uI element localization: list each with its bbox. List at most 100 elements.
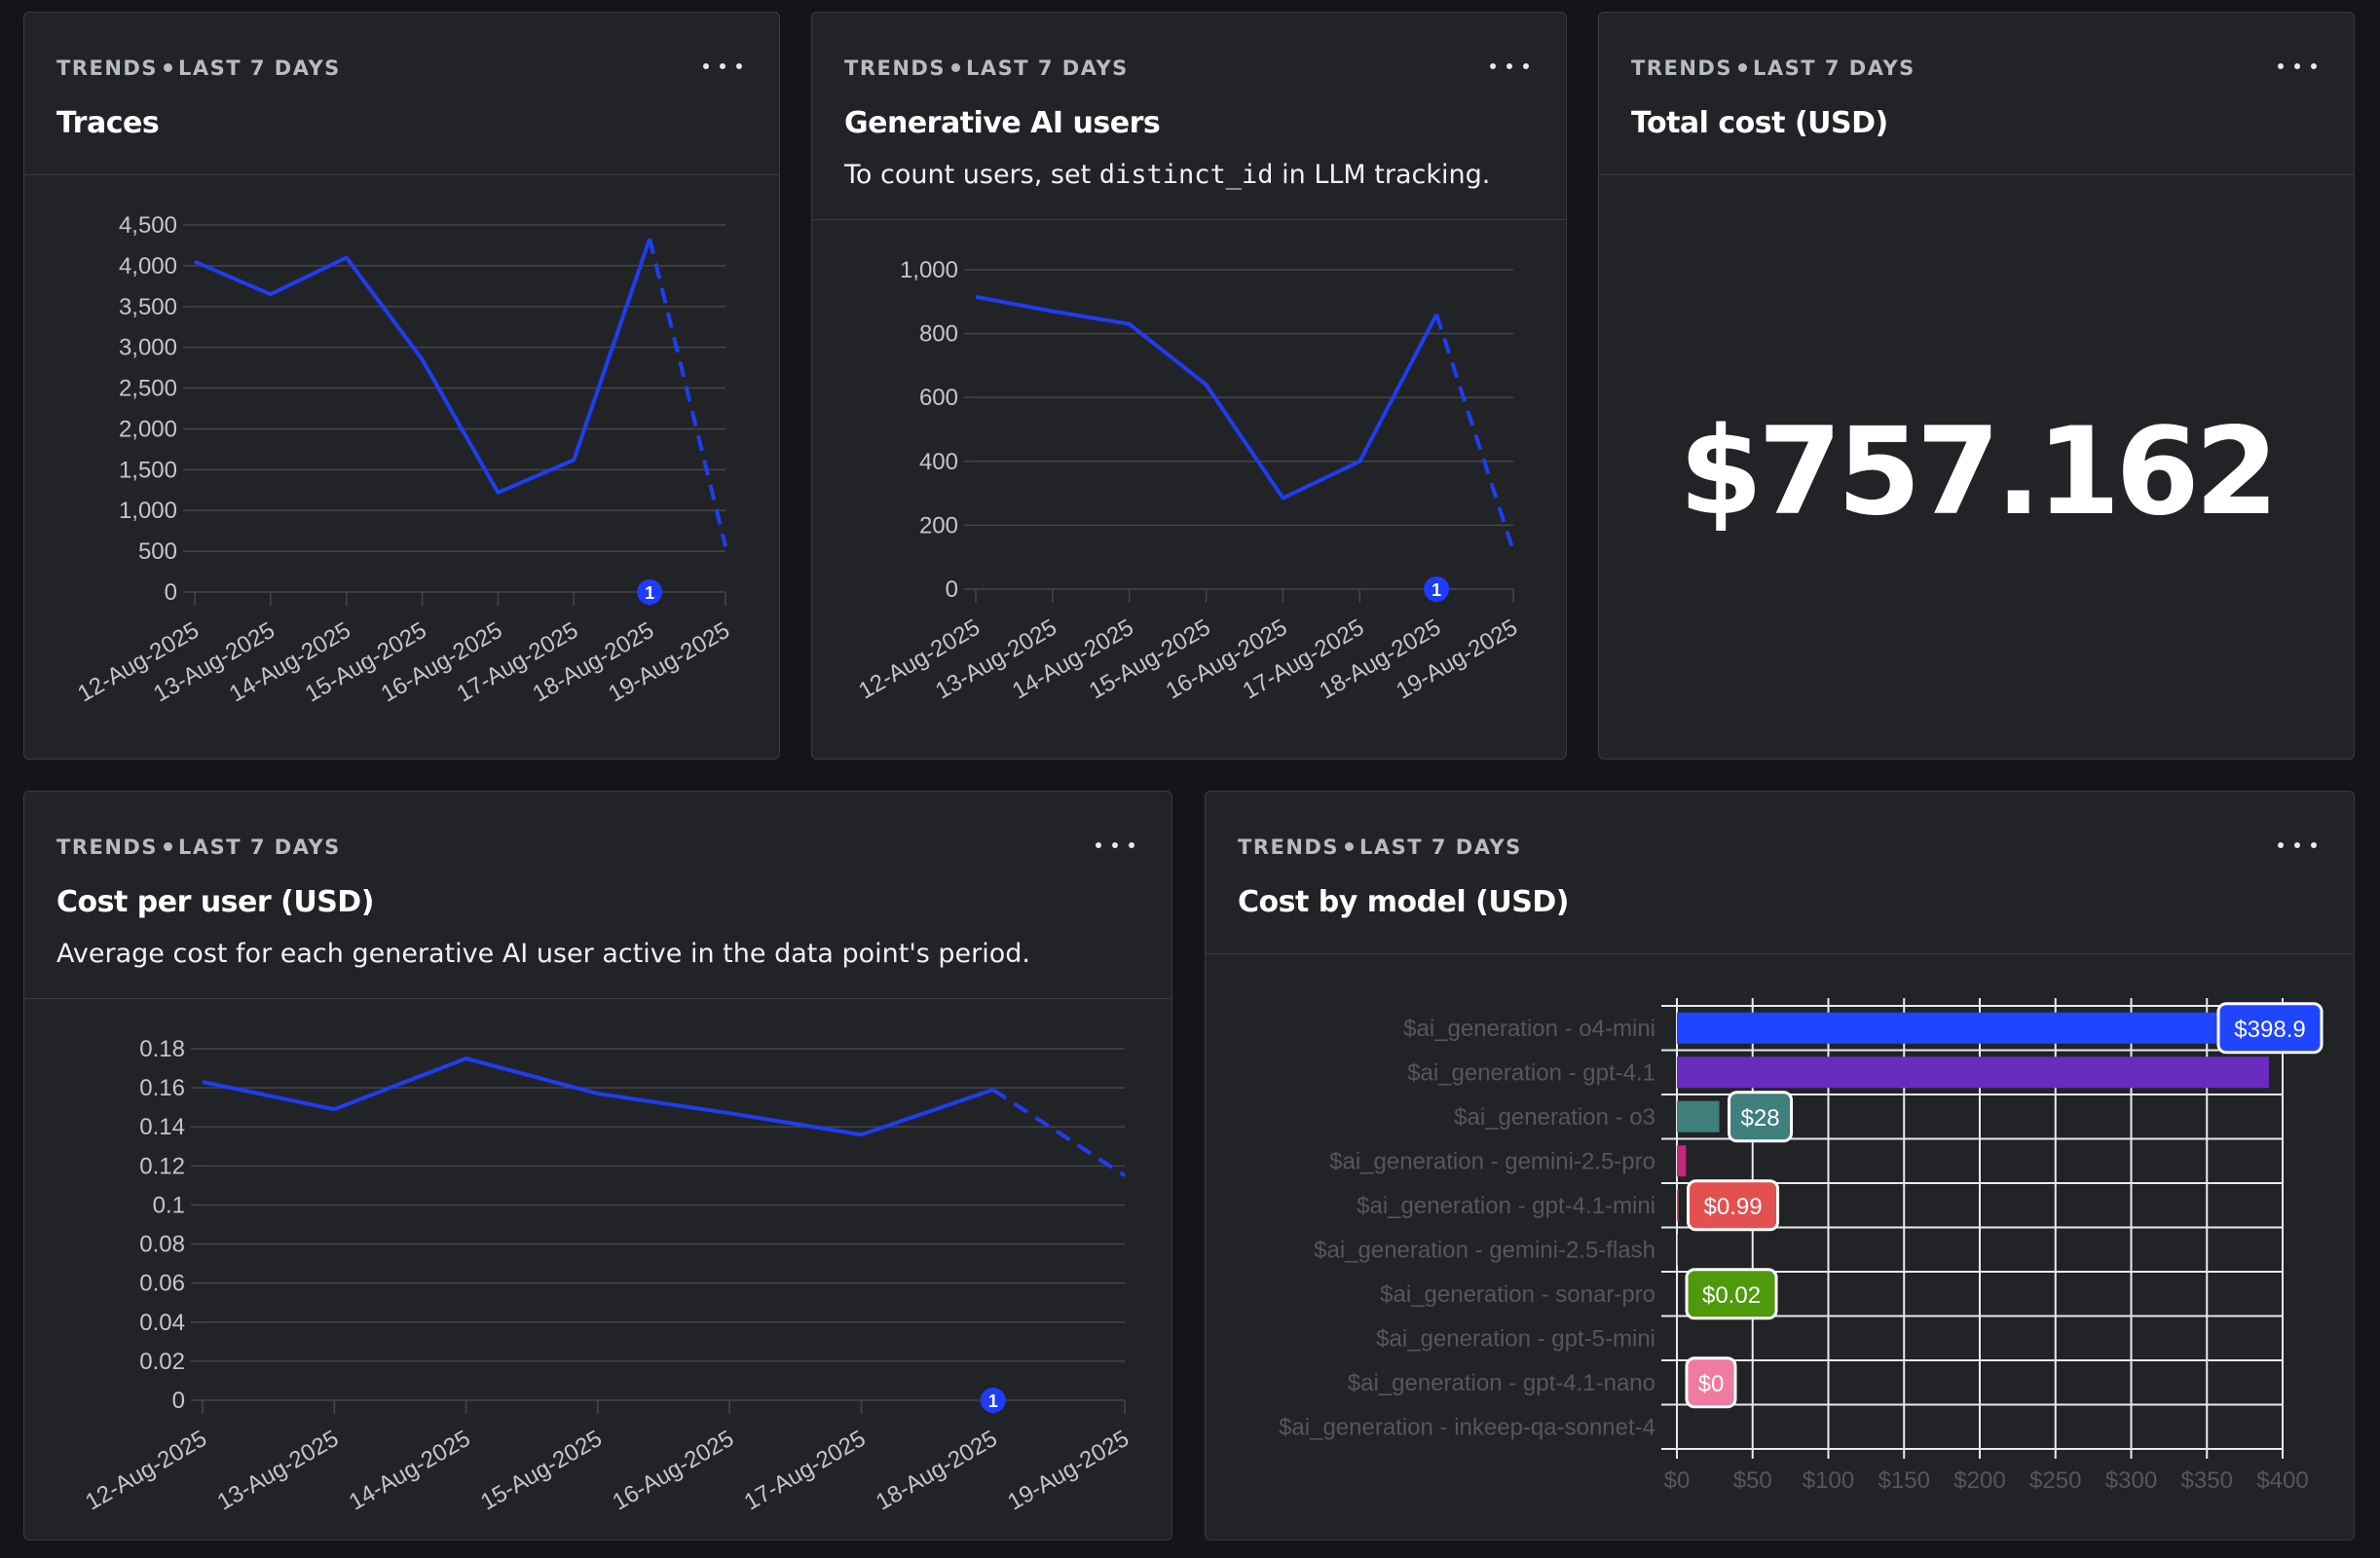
series-line-incomplete xyxy=(648,238,727,547)
cost-per-user-line-chart[interactable]: 0 0.02 0.04 0.06 0.08 0.1 0.12 0.14 0.16 0.18 12-A… xyxy=(24,792,1172,1540)
value-label-badge xyxy=(1687,1179,1780,1232)
bullet-dot-icon xyxy=(1344,842,1354,851)
category-label: $ai_generation - gemini-2.5-flash xyxy=(1314,1237,1655,1263)
y-tick-label: 3,500 xyxy=(119,294,177,320)
bar xyxy=(1677,1100,1720,1132)
value-label-badge xyxy=(1685,1356,1737,1409)
x-tick-label: $150 xyxy=(1878,1467,1930,1494)
value-label-badge xyxy=(1728,1091,1794,1143)
annotation-marker[interactable] xyxy=(1424,576,1450,602)
bar xyxy=(1677,1057,2270,1089)
x-tick-label: 17-Aug-2025 xyxy=(740,1426,871,1516)
card-title: Total cost (USD) xyxy=(1631,106,1888,140)
card-eyebrow: TRENDS LAST 7 DAYS xyxy=(1238,835,1522,859)
bullet-dot-icon xyxy=(950,63,960,72)
y-tick-label: 400 xyxy=(919,449,958,475)
traces-card: TRENDS LAST 7 DAYS Traces 0 500 1,000 1,500 2… xyxy=(23,12,780,760)
users-line-chart[interactable]: 02004006008001,00012-Aug-202513-Aug-2025… xyxy=(812,13,1567,760)
category-label: $ai_generation - o4-mini xyxy=(1403,1016,1655,1042)
annotation-count: 1 xyxy=(1432,580,1441,600)
card-eyebrow: TRENDS LAST 7 DAYS xyxy=(56,56,341,80)
y-tick-label: 0.18 xyxy=(139,1036,185,1062)
traces-line-chart[interactable]: 0 500 1,000 1,500 2,000 2,500 3,000 3,500 4,000 4… xyxy=(24,13,780,760)
more-horizontal-icon[interactable] xyxy=(1096,838,1134,852)
value-label: $0.99 xyxy=(1704,1194,1763,1220)
card-eyebrow: TRENDS LAST 7 DAYS xyxy=(1631,56,1915,80)
generative-ai-users-card: TRENDS LAST 7 DAYS Generative AI users To… xyxy=(811,12,1567,760)
more-horizontal-icon[interactable] xyxy=(703,59,742,73)
x-tick-label: $50 xyxy=(1733,1467,1772,1494)
category-label: $ai_generation - gpt-5-mini xyxy=(1376,1325,1655,1352)
x-tick-label: 18-Aug-2025 xyxy=(872,1426,1002,1516)
y-tick-label: 0.14 xyxy=(139,1114,185,1140)
annotation-marker[interactable] xyxy=(980,1388,1006,1413)
category-label: $ai_generation - inkeep-qa-sonnet-4 xyxy=(1279,1414,1655,1440)
card-title: Traces xyxy=(56,106,160,140)
card-header: TRENDS LAST 7 DAYS Traces xyxy=(24,13,779,175)
card-header: TRENDS LAST 7 DAYS Cost by model (USD) xyxy=(1206,792,2354,954)
y-tick-label: 0.16 xyxy=(139,1075,185,1101)
x-tick-label: 19-Aug-2025 xyxy=(1003,1426,1134,1516)
y-tick-label: 0.08 xyxy=(139,1232,185,1258)
annotation-count: 1 xyxy=(645,583,654,603)
y-tick-label: 200 xyxy=(919,512,958,538)
more-horizontal-icon[interactable] xyxy=(2278,838,2317,852)
category-label: $ai_generation - gpt-4.1-mini xyxy=(1357,1193,1655,1219)
bar xyxy=(1677,1234,1678,1266)
card-title: Cost by model (USD) xyxy=(1238,885,1569,919)
series-line xyxy=(194,238,652,495)
annotation-marker[interactable] xyxy=(637,579,663,605)
y-tick-label: 4,000 xyxy=(119,253,177,279)
card-eyebrow: TRENDS LAST 7 DAYS xyxy=(56,835,341,859)
category-label: $ai_generation - gemini-2.5-pro xyxy=(1329,1148,1655,1174)
x-tick-label: 14-Aug-2025 xyxy=(345,1426,475,1516)
y-tick-label: 0.1 xyxy=(153,1192,185,1218)
series-line xyxy=(202,1057,994,1137)
y-tick-label: 2,500 xyxy=(119,376,177,402)
y-tick-label: 500 xyxy=(138,538,177,565)
more-horizontal-icon[interactable] xyxy=(1490,59,1529,73)
value-label-badge xyxy=(1685,1268,1778,1320)
card-title: Cost per user (USD) xyxy=(56,885,374,919)
card-subtitle: To count users, set distinct_id in LLM t… xyxy=(844,160,1491,190)
x-tick-label: 15-Aug-2025 xyxy=(476,1426,607,1516)
y-tick-label: 800 xyxy=(919,321,958,348)
card-header: TRENDS LAST 7 DAYS Total cost (USD) xyxy=(1599,13,2354,175)
series-line xyxy=(975,294,1438,501)
y-tick-label: 0.02 xyxy=(139,1349,185,1375)
total-cost-value: $757.162 xyxy=(1678,402,2279,542)
x-tick-label: 12-Aug-2025 xyxy=(81,1426,211,1516)
x-tick-label: 16-Aug-2025 xyxy=(608,1426,738,1516)
y-tick-label: 0 xyxy=(165,579,177,606)
card-subtitle: Average cost for each generative AI user… xyxy=(56,939,1030,969)
category-label: $ai_generation - o3 xyxy=(1454,1104,1655,1131)
bar xyxy=(1677,1145,1687,1177)
y-tick-label: 4,500 xyxy=(119,212,177,239)
bullet-dot-icon xyxy=(163,842,172,851)
y-tick-label: 1,000 xyxy=(900,257,958,283)
y-tick-label: 2,000 xyxy=(119,416,177,442)
x-tick-label: $400 xyxy=(2256,1467,2308,1494)
x-tick-label: $0 xyxy=(1664,1467,1691,1494)
total-cost-card: TRENDS LAST 7 DAYS Total cost (USD) $757.… xyxy=(1598,12,2355,760)
bullet-dot-icon xyxy=(1737,63,1747,72)
x-tick-label: $100 xyxy=(1803,1467,1854,1494)
series-line-incomplete xyxy=(991,1088,1127,1178)
card-header: TRENDS LAST 7 DAYS Generative AI users To… xyxy=(812,13,1566,220)
y-tick-label: 0 xyxy=(946,576,958,603)
more-horizontal-icon[interactable] xyxy=(2278,59,2317,73)
bullet-dot-icon xyxy=(163,63,172,72)
y-tick-label: 0.06 xyxy=(139,1271,185,1297)
bar xyxy=(1677,1189,1679,1221)
y-tick-label: 1,000 xyxy=(119,498,177,524)
y-tick-label: 0 xyxy=(172,1388,185,1414)
annotation-count: 1 xyxy=(988,1391,998,1411)
cost-by-model-bar-chart[interactable]: $0 $50 $100 $150 $200 $250 $300 $350 $400 $ai_gen… xyxy=(1206,792,2355,1540)
x-tick-label: 13-Aug-2025 xyxy=(213,1426,344,1516)
category-label: $ai_generation - sonar-pro xyxy=(1380,1281,1655,1308)
y-tick-label: 0.04 xyxy=(139,1310,185,1336)
value-label: $28 xyxy=(1741,1105,1780,1131)
x-tick-label: $250 xyxy=(2029,1467,2081,1494)
distinct-id-code: distinct_id xyxy=(1098,160,1274,190)
y-tick-label: 0.12 xyxy=(139,1153,185,1179)
